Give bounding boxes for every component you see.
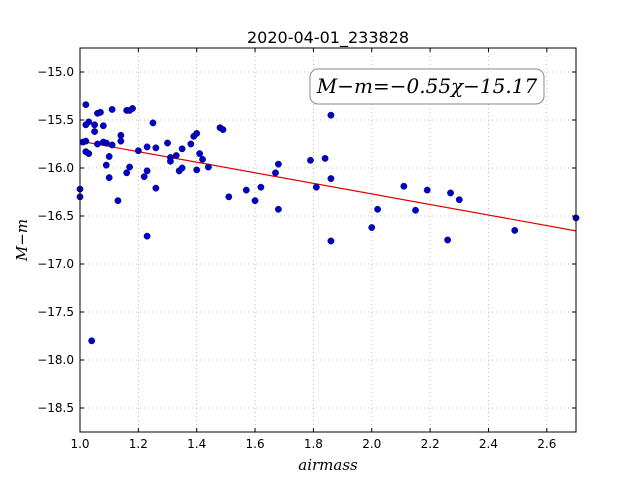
data-point bbox=[129, 105, 136, 112]
data-point bbox=[257, 183, 265, 191]
data-point bbox=[423, 186, 431, 194]
x-tick-label: 1.6 bbox=[246, 437, 265, 451]
data-point bbox=[143, 167, 151, 175]
y-tick-label: −15.5 bbox=[37, 113, 74, 127]
y-tick-label: −17.5 bbox=[37, 305, 74, 319]
data-point bbox=[105, 153, 113, 160]
fit-line bbox=[79, 140, 577, 232]
y-tick-label: −15.0 bbox=[37, 65, 74, 79]
data-point bbox=[167, 157, 174, 165]
data-point bbox=[108, 106, 116, 113]
data-point bbox=[105, 174, 113, 182]
data-point bbox=[444, 236, 452, 244]
y-tick-label: −16.5 bbox=[37, 209, 74, 223]
data-point bbox=[91, 121, 98, 129]
data-point bbox=[193, 130, 201, 137]
x-tick-label: 2.0 bbox=[362, 437, 381, 451]
data-point bbox=[143, 143, 151, 151]
x-tick-label: 1.8 bbox=[304, 437, 323, 451]
y-tick-label: −18.5 bbox=[37, 401, 74, 415]
data-point bbox=[242, 186, 250, 194]
x-tick-label: 2.4 bbox=[479, 437, 498, 451]
data-point bbox=[114, 197, 122, 205]
data-point bbox=[447, 189, 454, 197]
data-point bbox=[219, 126, 227, 134]
x-tick-label: 1.4 bbox=[187, 437, 206, 451]
y-tick-label: −16.0 bbox=[37, 161, 74, 175]
data-point bbox=[123, 169, 131, 177]
data-point bbox=[511, 226, 519, 234]
y-axis-label: M−m bbox=[13, 219, 31, 262]
data-point bbox=[225, 193, 233, 201]
y-tick-label: −17.0 bbox=[37, 257, 74, 271]
data-point bbox=[400, 182, 408, 190]
data-point bbox=[117, 137, 125, 145]
data-point bbox=[196, 150, 204, 158]
data-point bbox=[149, 119, 157, 127]
data-point bbox=[412, 206, 419, 214]
data-point bbox=[187, 140, 195, 148]
data-point bbox=[143, 232, 151, 240]
data-point bbox=[164, 139, 171, 147]
data-point bbox=[85, 150, 93, 158]
data-point bbox=[134, 147, 142, 155]
data-point bbox=[272, 169, 279, 177]
data-point bbox=[140, 173, 148, 181]
data-point bbox=[327, 111, 335, 119]
data-point bbox=[172, 152, 180, 159]
plot-frame bbox=[79, 47, 577, 433]
data-point bbox=[126, 163, 134, 171]
data-point bbox=[455, 196, 463, 204]
data-point bbox=[152, 184, 160, 192]
data-point bbox=[108, 141, 116, 149]
data-point bbox=[102, 139, 110, 147]
data-point bbox=[374, 205, 381, 213]
y-tick-label: −18.0 bbox=[37, 353, 74, 367]
x-tick-label: 1.0 bbox=[70, 437, 89, 451]
data-point bbox=[85, 118, 93, 126]
data-point bbox=[193, 166, 201, 174]
x-tick-label: 2.6 bbox=[537, 437, 556, 451]
x-tick-label: 2.2 bbox=[421, 437, 440, 451]
data-point bbox=[117, 131, 125, 139]
data-point bbox=[88, 337, 96, 345]
chart-title: 2020-04-01_233828 bbox=[247, 28, 409, 48]
data-point bbox=[152, 144, 160, 152]
data-point bbox=[307, 156, 314, 164]
data-point bbox=[251, 197, 259, 205]
x-axis-label: airmass bbox=[298, 456, 358, 474]
fit-line-group bbox=[79, 140, 577, 232]
data-point bbox=[99, 122, 107, 130]
fit-annotation: M−m=−0.55χ−15.17 bbox=[309, 68, 545, 105]
data-point bbox=[327, 237, 335, 245]
data-point bbox=[312, 183, 320, 191]
data-point bbox=[91, 128, 98, 135]
axis-ticks: 1.0 1.2 1.4 1.6 1.8 2.0 2.2 2.4 2.6 −15.0 −15.5 −16… bbox=[37, 48, 576, 451]
annotation-box bbox=[309, 68, 545, 105]
data-point bbox=[178, 145, 186, 153]
x-tick-label: 1.2 bbox=[129, 437, 148, 451]
fit-equation: M−m=−0.55χ−15.17 bbox=[316, 74, 538, 98]
data-point bbox=[321, 154, 329, 162]
data-point bbox=[178, 164, 186, 172]
data-point bbox=[204, 163, 212, 171]
data-point bbox=[327, 175, 335, 182]
data-point bbox=[82, 101, 90, 109]
data-point bbox=[82, 137, 90, 145]
data-point bbox=[94, 140, 101, 148]
data-point bbox=[274, 160, 282, 168]
data-point bbox=[102, 161, 110, 169]
data-point bbox=[97, 108, 104, 116]
data-point bbox=[368, 224, 376, 231]
data-point bbox=[274, 205, 282, 213]
data-point bbox=[199, 155, 206, 163]
